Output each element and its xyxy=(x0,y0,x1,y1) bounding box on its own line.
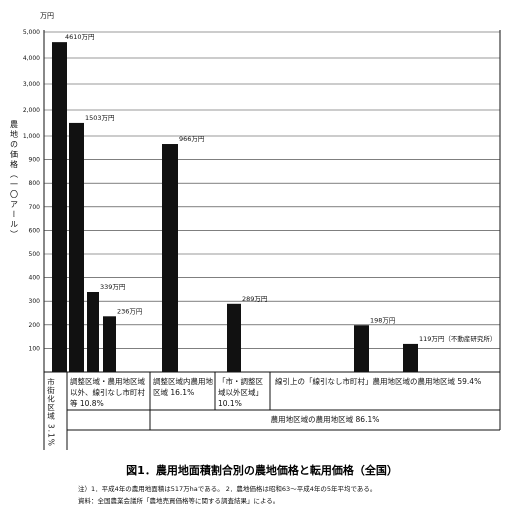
y-tick-label: 3,000 xyxy=(23,81,40,88)
y-tick-label: 100 xyxy=(29,345,41,352)
y-tick-label: 600 xyxy=(29,227,41,234)
bar xyxy=(87,291,99,372)
bar xyxy=(354,325,369,372)
y-tick-label: 200 xyxy=(29,322,41,329)
group-label: 農用地区域の農用地区域 86.1% xyxy=(270,415,380,424)
bar xyxy=(103,316,116,372)
group-label: 「市・調整区域以外区域」 10.1% xyxy=(218,377,263,408)
chart-title: 図1．農用地面積割合別の農地価格と転用価格（全国） xyxy=(126,464,398,477)
y-tick-label: 800 xyxy=(29,180,41,187)
y-tick-label: 4,000 xyxy=(23,55,40,62)
group-label: 調整区域内農用地区域 16.1% xyxy=(153,377,213,397)
note: 注）1．平成4年の農用地面積は517万haである。 2．農地価格は昭和63〜平成… xyxy=(78,485,377,493)
y-tick-label: 1,000 xyxy=(23,133,40,140)
y-tick-label: 400 xyxy=(29,275,41,282)
y-tick-label: 5,000 xyxy=(23,29,40,36)
group-label: 線引上の「線引なし市町村」農用地区域の農用地区域 59.4% xyxy=(275,377,482,386)
y-tick-label: 500 xyxy=(29,251,41,258)
group-label: 調整区域・農用地区域以外、線引なし市町村等 10.8% xyxy=(70,377,145,408)
value-label: 236万円 xyxy=(117,307,142,315)
group-label: 市街化区域 3.1% xyxy=(46,377,55,447)
bar xyxy=(227,303,241,372)
bar xyxy=(69,122,84,372)
bar xyxy=(162,144,178,372)
y-tick-label: 700 xyxy=(29,204,41,211)
y-tick-label: 300 xyxy=(29,298,41,305)
value-label: 4610万円 xyxy=(65,33,95,41)
value-label: 966万円 xyxy=(179,135,204,143)
value-label: 119万円（不動産研究所） xyxy=(419,334,496,343)
y-unit: 万円 xyxy=(40,12,54,20)
y-tick-label: 2,000 xyxy=(23,107,40,114)
note: 資料：全国農業会議所「農地売買価格等に関する調査結果」による。 xyxy=(78,497,280,505)
y-tick-label: 900 xyxy=(29,157,41,164)
value-label: 198万円 xyxy=(370,316,395,324)
value-label: 1503万円 xyxy=(85,114,115,122)
value-label: 289万円 xyxy=(242,295,267,303)
y-axis-title: 農地の価格（一〇アール） xyxy=(10,119,19,240)
bar xyxy=(403,343,418,372)
bar xyxy=(52,42,67,372)
value-label: 339万円 xyxy=(100,283,125,291)
